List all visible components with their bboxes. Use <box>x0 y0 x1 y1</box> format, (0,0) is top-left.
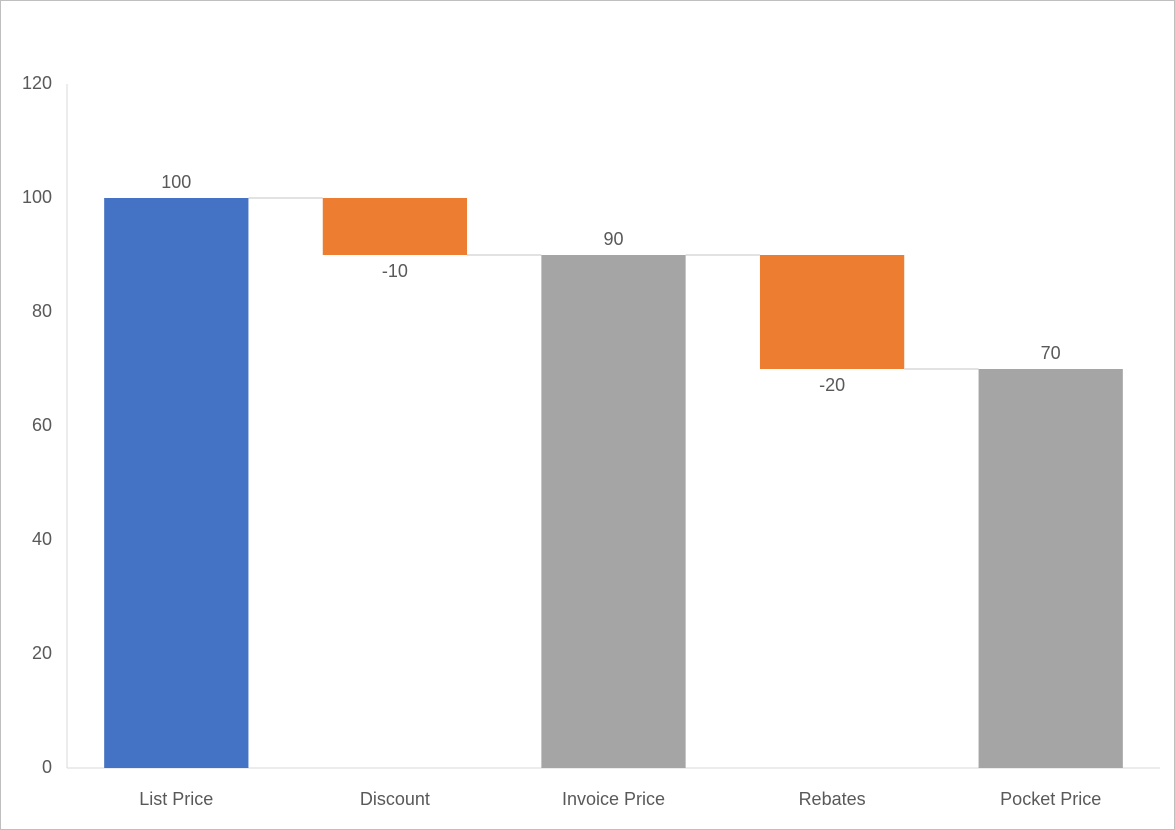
value-label: 70 <box>1041 343 1061 363</box>
value-label: 100 <box>161 172 191 192</box>
value-label: 90 <box>603 229 623 249</box>
x-tick-label: Discount <box>360 789 430 809</box>
x-tick-label: Rebates <box>799 789 866 809</box>
x-tick-label: Invoice Price <box>562 789 665 809</box>
y-tick-label: 80 <box>32 301 52 321</box>
bar <box>541 255 686 768</box>
bar <box>978 369 1123 768</box>
x-tick-label: Pocket Price <box>1000 789 1101 809</box>
y-tick-label: 120 <box>22 73 52 93</box>
y-tick-label: 0 <box>42 757 52 777</box>
bar <box>104 198 249 768</box>
value-label: -20 <box>819 375 845 395</box>
y-tick-label: 40 <box>32 529 52 549</box>
x-tick-label: List Price <box>139 789 213 809</box>
bar <box>322 198 468 255</box>
y-tick-label: 60 <box>32 415 52 435</box>
y-tick-label: 100 <box>22 187 52 207</box>
value-label: -10 <box>382 261 408 281</box>
y-tick-label: 20 <box>32 643 52 663</box>
bar <box>759 255 905 369</box>
